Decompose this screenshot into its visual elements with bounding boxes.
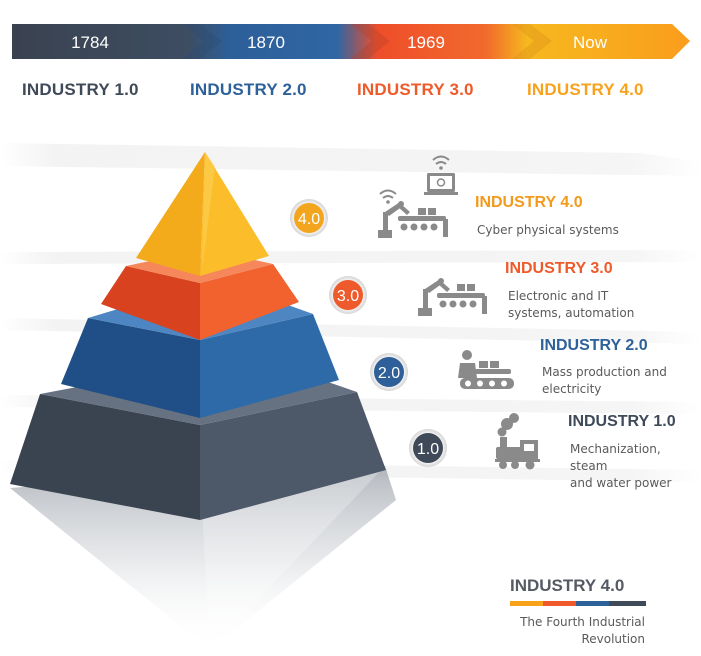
badge-4-0: 4.0 (290, 199, 328, 237)
robot-arm-with-wifi-and-computer-icon (378, 155, 458, 238)
level-desc-1: Mechanization, steam and water power (570, 442, 672, 490)
brand-color-stripe (510, 601, 646, 606)
svg-text:1.0: 1.0 (417, 441, 439, 458)
brand-title: INDUSTRY 4.0 (510, 576, 625, 595)
era-label-industry-3: INDUSTRY 3.0 (357, 80, 474, 99)
level-desc-2: Mass production and electricity (542, 365, 667, 396)
timeline-arrow: 1784 1870 1969 Now (12, 24, 690, 59)
robot-arm-conveyor-icon (418, 278, 487, 316)
svg-text:4.0: 4.0 (298, 211, 320, 228)
level-desc-3: Electronic and IT systems, automation (508, 289, 635, 320)
worker-conveyor-icon (458, 350, 514, 389)
level-badges: 4.0 3.0 2.0 1.0 (290, 199, 447, 467)
level-title-4: INDUSTRY 4.0 (475, 194, 583, 211)
level-title-1: INDUSTRY 1.0 (568, 413, 676, 430)
timeline-year-1870: 1870 (247, 33, 285, 52)
pyramid-tier-4 (136, 152, 269, 276)
pyramid (10, 152, 386, 520)
badge-3-0: 3.0 (329, 276, 367, 314)
timeline-year-1969: 1969 (407, 33, 445, 52)
level-title-3: INDUSTRY 3.0 (505, 260, 613, 277)
brand-subtitle: The Fourth Industrial Revolution (520, 615, 645, 646)
level-title-2: INDUSTRY 2.0 (540, 337, 648, 354)
steam-locomotive-icon (495, 413, 540, 470)
badge-2-0: 2.0 (370, 353, 408, 391)
era-label-industry-2: INDUSTRY 2.0 (190, 80, 307, 99)
svg-text:2.0: 2.0 (378, 365, 400, 382)
timeline-year-1784: 1784 (71, 33, 109, 52)
timeline-year-now: Now (573, 33, 608, 52)
era-label-industry-4: INDUSTRY 4.0 (527, 80, 644, 99)
svg-text:3.0: 3.0 (337, 288, 359, 305)
pyramid-reflection (10, 466, 396, 650)
level-desc-4: Cyber physical systems (477, 223, 619, 237)
badge-1-0: 1.0 (409, 429, 447, 467)
era-label-industry-1: INDUSTRY 1.0 (22, 80, 139, 99)
